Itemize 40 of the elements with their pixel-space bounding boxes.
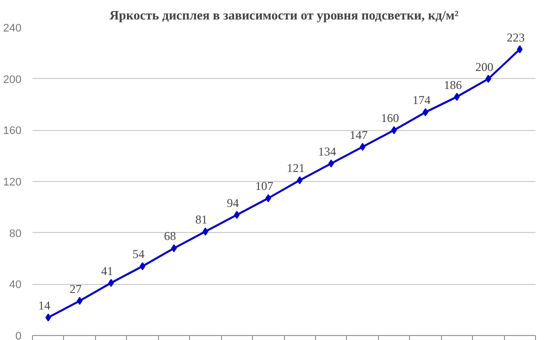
y-tick-label: 120 — [3, 176, 22, 188]
point — [422, 108, 428, 116]
point — [391, 126, 397, 134]
point — [265, 194, 272, 202]
point — [140, 262, 146, 270]
data-label: 81 — [195, 212, 208, 227]
data-label: 94 — [226, 196, 239, 210]
point — [108, 278, 114, 287]
chart-title: Яркость дисплея в зависимости от уровня подсветки, кд/м² — [110, 8, 459, 22]
point — [486, 74, 492, 83]
data-label: 160 — [381, 111, 400, 126]
data-label: 107 — [255, 179, 274, 194]
point — [234, 210, 240, 219]
point — [454, 92, 460, 101]
point — [202, 228, 208, 236]
y-tick-label: 80 — [9, 228, 22, 240]
data-label: 186 — [444, 78, 462, 92]
data-label: 174 — [412, 93, 430, 108]
point — [360, 142, 366, 151]
point — [328, 160, 334, 168]
y-tick-label: 200 — [3, 74, 22, 86]
point — [171, 244, 177, 252]
data-label: 41 — [101, 264, 114, 278]
y-tick-label: 160 — [3, 125, 22, 138]
data-label: 121 — [286, 161, 305, 176]
data-label: 68 — [164, 229, 176, 244]
y-tick-label: 40 — [9, 279, 22, 292]
point — [516, 45, 523, 54]
y-tick-label: 0 — [15, 330, 22, 340]
data-label: 54 — [132, 247, 145, 262]
data-label: 223 — [506, 30, 525, 44]
data-label: 200 — [475, 60, 494, 74]
data-label: 147 — [350, 128, 368, 142]
y-tick-label: 240 — [3, 22, 22, 34]
data-label: 14 — [38, 298, 50, 313]
data-label: 134 — [318, 144, 336, 159]
point — [45, 314, 52, 322]
point — [76, 296, 82, 305]
point — [296, 176, 303, 184]
data-label: 27 — [70, 282, 82, 296]
